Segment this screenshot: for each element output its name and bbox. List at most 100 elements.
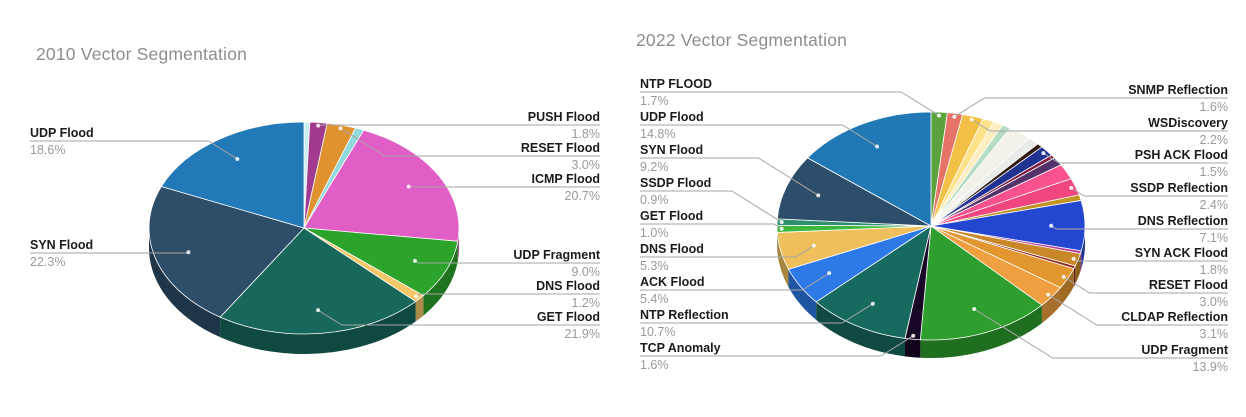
slice-label-get-flood: GET Flood <box>640 209 704 223</box>
slice-pct-udp-fragment: 13.9% <box>1192 360 1228 374</box>
callout-line-syn-flood <box>640 157 819 196</box>
callout-dot-reset-flood <box>1061 274 1066 279</box>
slice-label-ntp-reflection: NTP Reflection <box>640 308 729 322</box>
slice-pct-psh-ack-flood: 1.5% <box>1199 165 1229 179</box>
slice-pct-ntp-flood: 1.7% <box>640 94 669 108</box>
slice-label-udp-flood: UDP Flood <box>30 126 94 140</box>
callout-dot-syn-flood <box>816 193 821 198</box>
callout-dot-udp-fragment <box>412 258 417 263</box>
slice-label-dns-reflection: DNS Reflection <box>1137 214 1228 228</box>
callout-dot-udp-flood <box>235 157 240 162</box>
chart-title-2022: 2022 Vector Segmentation <box>636 30 848 50</box>
callout-dot-ssdp-flood <box>779 220 784 225</box>
slice-pct-icmp-flood: 20.7% <box>564 189 600 203</box>
pie-slice-udp-flood[interactable] <box>160 121 305 229</box>
pie-slice-icmp-flood[interactable] <box>303 129 460 242</box>
slice-label-icmp-flood: ICMP Flood <box>531 172 600 186</box>
callout-line-udp-flood <box>30 140 238 160</box>
callout-dot-ack-flood <box>827 271 832 276</box>
callout-line-get-flood <box>317 309 600 326</box>
callout-dot-reset-flood <box>338 126 343 131</box>
slice-pct-dns-flood: 1.2% <box>571 296 601 310</box>
slice-pct-udp-flood: 14.8% <box>640 127 676 141</box>
callout-line-cldap-reflection <box>1047 294 1228 326</box>
slice-label-snmp-reflection: SNMP Reflection <box>1128 83 1228 97</box>
slice-label-reset-flood: RESET Flood <box>520 141 600 155</box>
slice-pct-snmp-reflection: 1.6% <box>1199 100 1229 114</box>
callout-dot-tcp-anomaly <box>911 333 916 338</box>
slice-label-tcp-anomaly: TCP Anomaly <box>640 341 721 355</box>
callout-dot-snmp-reflection <box>952 114 957 119</box>
slice-pct-syn-flood: 22.3% <box>30 255 66 269</box>
pie-slice-side-reset-flood <box>1060 268 1074 306</box>
callout-line-reset-flood <box>340 127 600 157</box>
slice-label-get-flood: GET Flood <box>536 310 600 324</box>
slice-pct-dns-flood: 5.3% <box>640 259 669 273</box>
pie-slice-syn-flood[interactable] <box>776 157 932 227</box>
pie-slice-get-flood[interactable] <box>219 227 417 335</box>
pie-slice-udp-flood[interactable] <box>807 111 932 227</box>
callout-dot-udp-flood <box>875 144 880 149</box>
callout-line-dns-flood <box>640 245 815 258</box>
callout-dot-get-flood <box>779 226 784 231</box>
pie-slice-side-ack-flood <box>788 269 817 320</box>
slice-pct-syn-flood: 9.2% <box>640 160 669 174</box>
slice-pct-reset-flood: 3.0% <box>571 158 601 172</box>
pie-slice-udp-fragment[interactable] <box>303 227 459 296</box>
slice-pct-get-flood: 21.9% <box>564 327 600 341</box>
slice-pct-ack-flood: 5.4% <box>640 292 669 306</box>
callout-dot-udp-fragment <box>972 306 977 311</box>
callout-dot-push-flood <box>316 123 321 128</box>
callout-dot-ntp-reflection <box>870 301 875 306</box>
slice-label-ntp-flood: NTP FLOOD <box>640 77 712 91</box>
callout-line-udp-flood <box>640 124 878 147</box>
pie-slice-side-syn-flood <box>149 228 221 338</box>
slice-pct-dns-reflection: 7.1% <box>1199 231 1229 245</box>
pie-2010-vector-segmentation <box>30 121 600 354</box>
slice-label-syn-flood: SYN Flood <box>640 143 704 157</box>
slice-label-ssdp-flood: SSDP Flood <box>640 176 712 190</box>
pie-slice-side-cldap-reflection <box>1041 287 1061 324</box>
pie-chart-2010-panel: 2010 Vector Segmentation UDP Flood 18.6% S… <box>30 44 601 354</box>
callout-dot-psh-ack-flood <box>1041 151 1046 156</box>
slice-pct-udp-flood: 18.6% <box>30 143 66 157</box>
slice-label-push-flood: PUSH Flood <box>527 110 600 124</box>
callout-line-ntp-reflection <box>640 303 874 324</box>
pie-slice-side-dns-flood <box>777 232 789 288</box>
chart-title-2010: 2010 Vector Segmentation <box>36 44 248 64</box>
callout-dot-ssdp-reflection <box>1069 185 1074 190</box>
callout-line-ssdp-flood <box>640 190 782 223</box>
pie-slice-side-udp-fragment <box>920 305 1042 358</box>
slice-pct-push-flood: 1.8% <box>571 127 601 141</box>
callout-line-wsdiscovery <box>971 119 1228 132</box>
slice-label-cldap-reflection: CLDAP Reflection <box>1121 310 1228 324</box>
callout-line-reset-flood <box>1063 276 1228 294</box>
callout-line-udp-fragment <box>973 308 1228 359</box>
callout-line-ssdp-reflection <box>1070 187 1228 197</box>
slice-pct-syn-ack-flood: 1.8% <box>1199 263 1229 277</box>
slice-label-dns-flood: DNS Flood <box>640 242 704 256</box>
slice-label-ack-flood: ACK Flood <box>640 275 705 289</box>
callout-line-ntp-flood <box>640 91 940 117</box>
pie-slice-udp-fragment[interactable] <box>919 225 1043 341</box>
callout-dot-dns-reflection <box>1049 223 1054 228</box>
callout-line-tcp-anomaly <box>640 335 914 357</box>
pie-slice-ntp-reflection[interactable] <box>815 225 932 339</box>
slice-label-psh-ack-flood: PSH ACK Flood <box>1134 148 1228 162</box>
slice-label-dns-flood: DNS Flood <box>536 279 600 293</box>
callout-dot-icmp-flood <box>406 184 411 189</box>
callout-dot-get-flood <box>316 308 321 313</box>
callout-dot-cldap-reflection <box>1046 292 1051 297</box>
callout-line-push-flood <box>317 124 600 127</box>
slice-pct-wsdiscovery: 2.2% <box>1199 133 1229 147</box>
pie-slice-side-ntp-reflection <box>816 301 905 357</box>
pie-slice-side-unlabeled <box>1073 265 1076 287</box>
callout-dot-wsdiscovery <box>969 117 974 122</box>
slice-pct-udp-fragment: 9.0% <box>571 265 601 279</box>
slice-pct-cldap-reflection: 3.1% <box>1199 327 1229 341</box>
pie-slice-syn-flood[interactable] <box>148 186 305 318</box>
slice-pct-ssdp-reflection: 2.4% <box>1199 198 1229 212</box>
slice-pct-reset-flood: 3.0% <box>1199 295 1229 309</box>
callout-dot-syn-ack-flood <box>1071 256 1076 261</box>
